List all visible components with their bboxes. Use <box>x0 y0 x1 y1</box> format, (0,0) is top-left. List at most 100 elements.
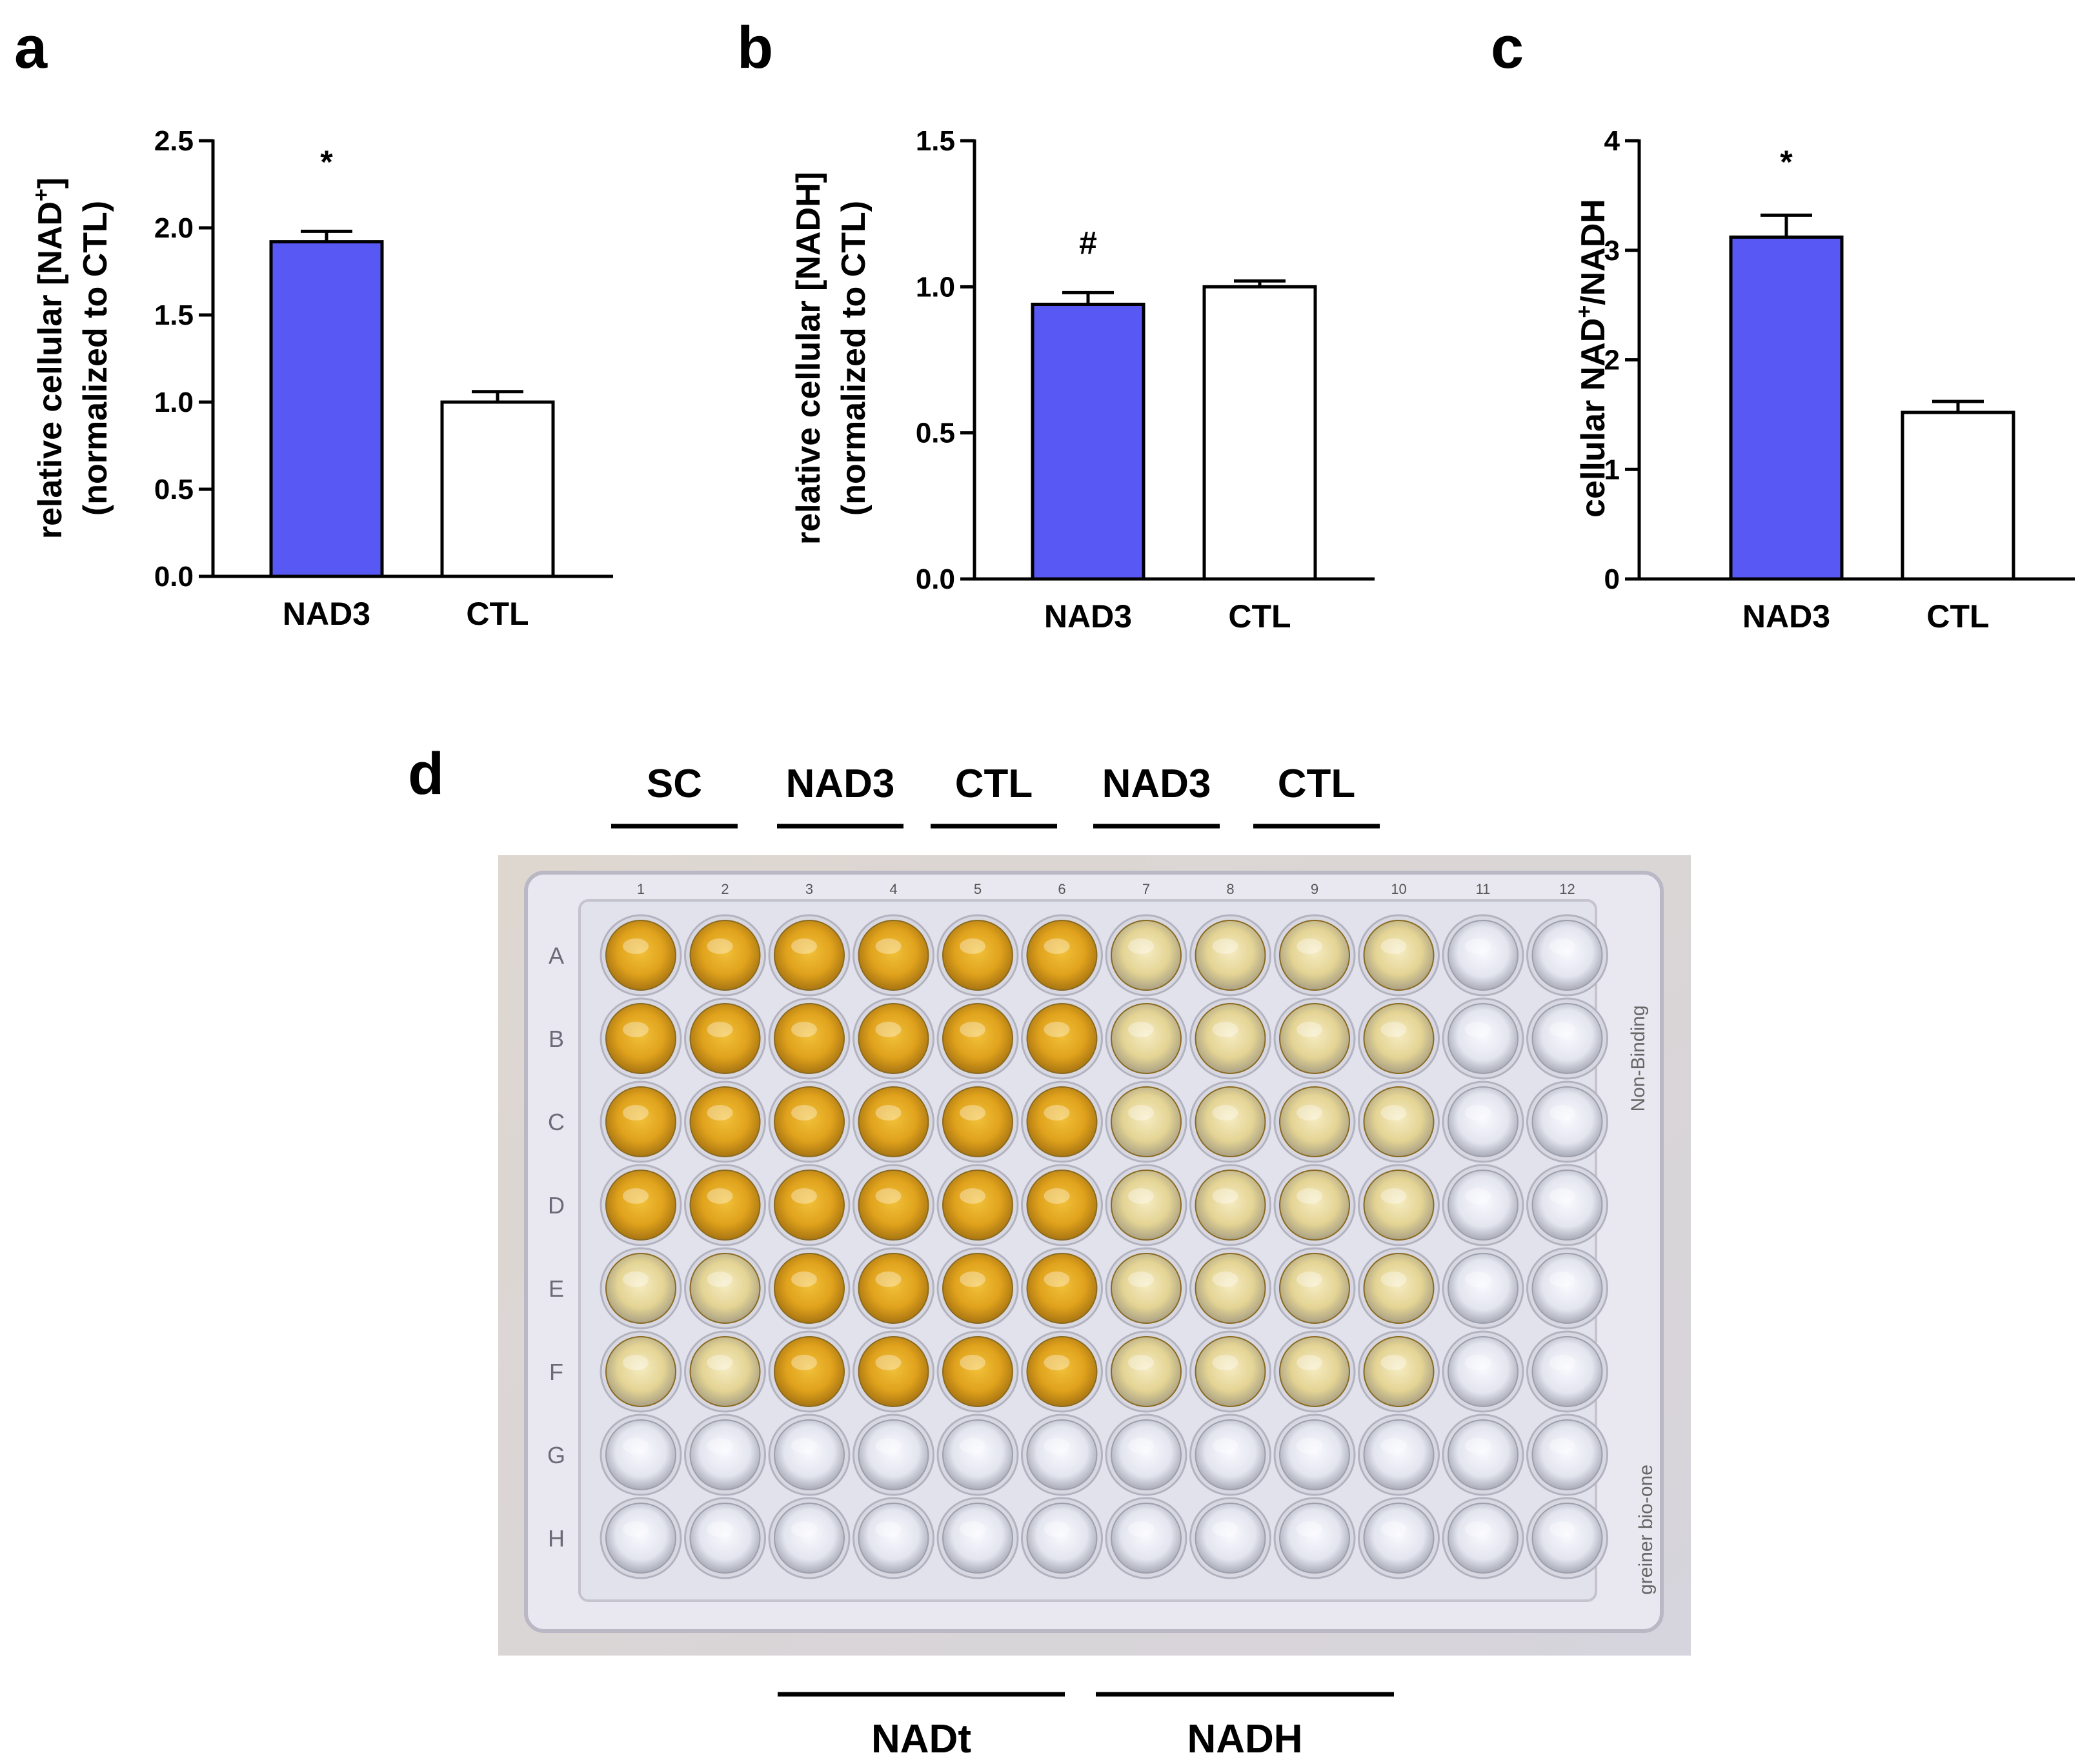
well-E10 <box>1363 1253 1435 1324</box>
well-highlight <box>960 1105 985 1120</box>
well-highlight <box>1549 1438 1575 1454</box>
well-highlight <box>1465 1105 1491 1120</box>
panel-letter-a: a <box>14 15 48 81</box>
y-tick-label: 0.5 <box>154 474 194 505</box>
well-G7 <box>1111 1419 1182 1490</box>
y-tick-label: 0.0 <box>154 561 194 593</box>
well-F5 <box>942 1336 1013 1407</box>
well-highlight <box>1044 1438 1070 1454</box>
bottom-group-label: NADt <box>871 1717 971 1761</box>
well-H7 <box>1111 1503 1182 1574</box>
well-highlight <box>791 1022 817 1037</box>
well-D4 <box>858 1170 929 1241</box>
well-highlight <box>1380 1022 1407 1037</box>
well-highlight <box>1044 1105 1070 1120</box>
well-highlight <box>1044 1355 1070 1370</box>
well-G8 <box>1195 1419 1266 1490</box>
well-highlight <box>1212 1438 1238 1454</box>
category-label: CTL <box>466 596 529 632</box>
well-F7 <box>1111 1336 1182 1407</box>
well-highlight <box>960 1188 985 1204</box>
well-highlight <box>1212 1272 1238 1287</box>
well-A12 <box>1531 920 1603 991</box>
bar-nad3 <box>269 240 384 578</box>
well-highlight <box>623 1105 649 1120</box>
well-highlight <box>1212 1105 1238 1120</box>
well-A11 <box>1448 920 1519 991</box>
well-highlight <box>1465 1355 1491 1370</box>
well-highlight <box>1380 1355 1407 1370</box>
well-highlight <box>707 1272 733 1287</box>
plate-column-number: 7 <box>1142 881 1150 897</box>
well-highlight <box>1128 938 1154 954</box>
well-highlight <box>1128 1521 1154 1537</box>
category-label: NAD3 <box>1742 598 1830 634</box>
well-G3 <box>774 1419 845 1490</box>
well-G12 <box>1531 1419 1603 1490</box>
chart-c: 0 1 2 3 4 * NAD3 CTL cellular NAD+/NADH <box>1572 125 2075 634</box>
well-E1 <box>605 1253 676 1324</box>
y-tick-label: 2.0 <box>154 212 194 244</box>
well-H3 <box>774 1503 845 1574</box>
well-B6 <box>1026 1003 1098 1074</box>
well-highlight <box>1549 1355 1575 1370</box>
well-highlight <box>1297 1521 1322 1537</box>
well-A4 <box>858 920 929 991</box>
plate-row-label: B <box>549 1026 564 1052</box>
well-highlight <box>960 1521 985 1537</box>
well-highlight <box>875 1022 902 1037</box>
well-B7 <box>1111 1003 1182 1074</box>
well-H9 <box>1279 1503 1350 1574</box>
well-highlight <box>960 1272 985 1287</box>
well-C9 <box>1279 1086 1350 1157</box>
well-highlight <box>1380 1105 1407 1120</box>
well-highlight <box>791 1188 817 1204</box>
well-highlight <box>623 1188 649 1204</box>
significance-marker: * <box>1780 144 1793 180</box>
well-H10 <box>1363 1503 1435 1574</box>
top-group-label: NAD3 <box>1102 762 1211 806</box>
well-F2 <box>689 1336 761 1407</box>
well-E2 <box>689 1253 761 1324</box>
significance-marker: * <box>320 144 333 180</box>
well-highlight <box>1297 1438 1322 1454</box>
well-F4 <box>858 1336 929 1407</box>
well-highlight <box>1465 1272 1491 1287</box>
well-highlight <box>1128 1105 1154 1120</box>
well-H11 <box>1448 1503 1519 1574</box>
y-tick-label: 1.5 <box>154 299 194 331</box>
well-highlight <box>707 1188 733 1204</box>
panel-letter-d: d <box>408 741 444 807</box>
plate-column-number: 5 <box>974 881 982 897</box>
well-highlight <box>1297 1188 1322 1204</box>
well-C10 <box>1363 1086 1435 1157</box>
well-D3 <box>774 1170 845 1241</box>
y-tick-label: 4 <box>1604 125 1620 157</box>
well-highlight <box>1128 1355 1154 1370</box>
well-highlight <box>791 938 817 954</box>
well-B4 <box>858 1003 929 1074</box>
well-E6 <box>1026 1253 1098 1324</box>
well-A10 <box>1363 920 1435 991</box>
well-E9 <box>1279 1253 1350 1324</box>
plate-column-number: 2 <box>721 881 729 897</box>
well-highlight <box>1297 1105 1322 1120</box>
well-D10 <box>1363 1170 1435 1241</box>
well-highlight <box>1128 1022 1154 1037</box>
well-highlight <box>791 1272 817 1287</box>
well-F9 <box>1279 1336 1350 1407</box>
significance-marker: # <box>1079 225 1097 261</box>
well-B12 <box>1531 1003 1603 1074</box>
well-highlight <box>1465 938 1491 954</box>
y-axis-label-line1: relative cellular [NADH] <box>790 172 827 545</box>
well-C1 <box>605 1086 676 1157</box>
well-highlight <box>1044 1272 1070 1287</box>
well-E7 <box>1111 1253 1182 1324</box>
top-group-label: SC <box>647 762 702 806</box>
well-highlight <box>623 1438 649 1454</box>
bottom-group-labels: NADt NADH <box>778 1692 1394 1761</box>
well-highlight <box>960 1022 985 1037</box>
y-axis-label-line1: relative cellular [NAD+] <box>29 177 69 539</box>
well-F10 <box>1363 1336 1435 1407</box>
well-H4 <box>858 1503 929 1574</box>
